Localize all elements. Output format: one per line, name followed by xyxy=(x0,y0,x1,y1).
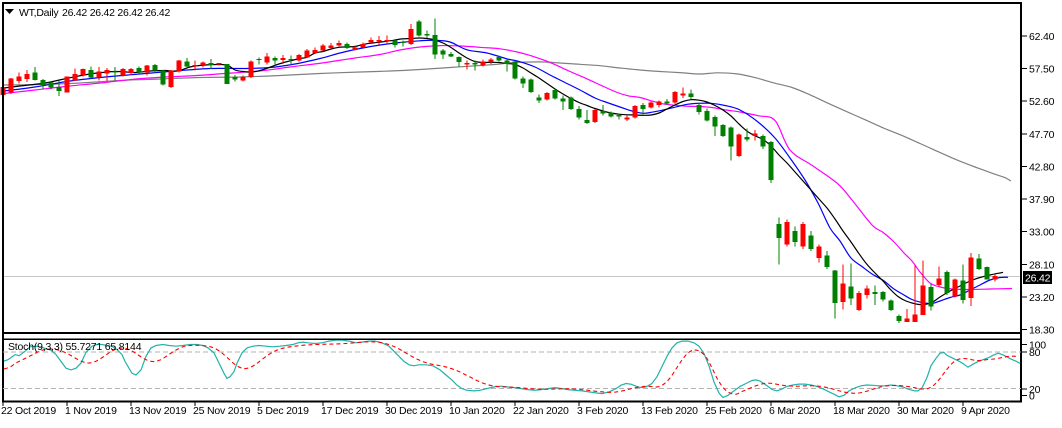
svg-text:22 Oct 2019: 22 Oct 2019 xyxy=(1,405,56,417)
svg-text:Stoch(9,3,3) 55.7271 65.8144: Stoch(9,3,3) 55.7271 65.8144 xyxy=(8,341,142,353)
svg-text:30 Mar 2020: 30 Mar 2020 xyxy=(897,405,954,417)
svg-text:37.90: 37.90 xyxy=(1029,194,1055,206)
svg-text:26.42: 26.42 xyxy=(1025,273,1051,285)
svg-text:13 Nov 2019: 13 Nov 2019 xyxy=(129,405,187,417)
svg-text:5 Dec 2019: 5 Dec 2019 xyxy=(257,405,309,417)
svg-text:0: 0 xyxy=(1029,391,1035,403)
svg-text:18 Mar 2020: 18 Mar 2020 xyxy=(833,405,890,417)
svg-text:80: 80 xyxy=(1029,347,1041,359)
svg-text:57.50: 57.50 xyxy=(1029,64,1055,76)
svg-text:33.00: 33.00 xyxy=(1029,227,1055,239)
svg-text:23.20: 23.20 xyxy=(1029,292,1055,304)
svg-text:WT,Daily: WT,Daily xyxy=(19,7,59,19)
svg-text:47.70: 47.70 xyxy=(1029,129,1055,141)
svg-text:20: 20 xyxy=(1029,384,1041,396)
svg-text:9 Apr 2020: 9 Apr 2020 xyxy=(961,405,1010,417)
svg-text:17 Dec 2019: 17 Dec 2019 xyxy=(321,405,379,417)
svg-text:25 Feb 2020: 25 Feb 2020 xyxy=(705,405,762,417)
svg-text:28.10: 28.10 xyxy=(1029,259,1055,271)
svg-text:6 Mar 2020: 6 Mar 2020 xyxy=(769,405,820,417)
svg-text:62.40: 62.40 xyxy=(1029,31,1055,43)
svg-text:22 Jan 2020: 22 Jan 2020 xyxy=(513,405,569,417)
svg-text:25 Nov 2019: 25 Nov 2019 xyxy=(193,405,251,417)
svg-text:3 Feb 2020: 3 Feb 2020 xyxy=(577,405,628,417)
svg-text:52.60: 52.60 xyxy=(1029,96,1055,108)
svg-text:13 Feb 2020: 13 Feb 2020 xyxy=(641,405,698,417)
svg-text:30 Dec 2019: 30 Dec 2019 xyxy=(385,405,443,417)
svg-text:1 Nov 2019: 1 Nov 2019 xyxy=(65,405,117,417)
svg-text:42.80: 42.80 xyxy=(1029,161,1055,173)
svg-text:10 Jan 2020: 10 Jan 2020 xyxy=(449,405,505,417)
svg-text:18.30: 18.30 xyxy=(1029,325,1055,337)
svg-text:26.42 26.42 26.42 26.42: 26.42 26.42 26.42 26.42 xyxy=(62,7,171,19)
svg-text:100: 100 xyxy=(1029,339,1046,351)
